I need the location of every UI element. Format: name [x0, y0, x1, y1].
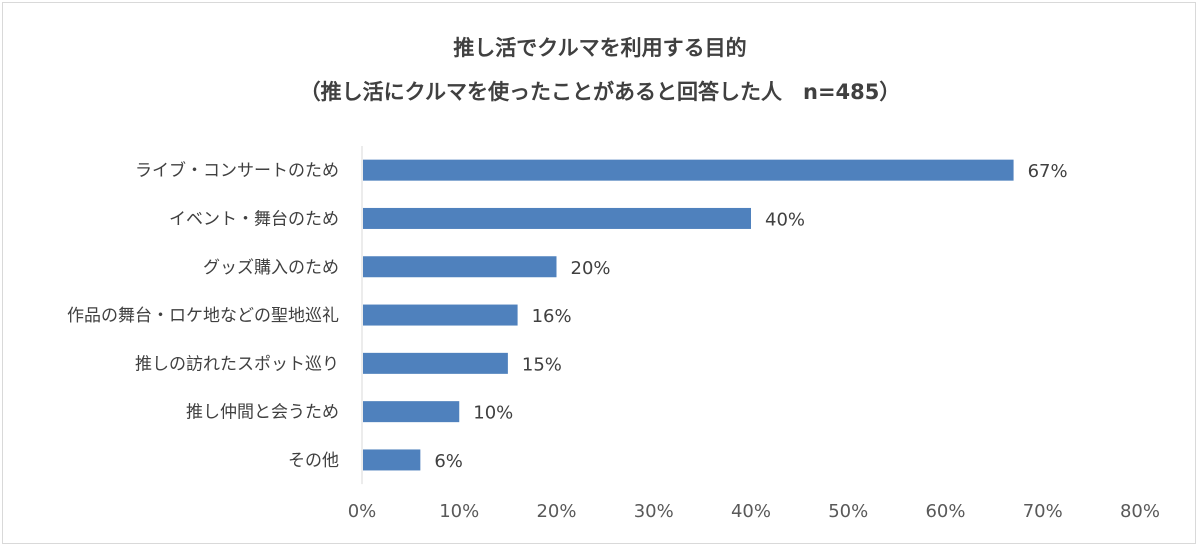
data-label: 6% — [434, 451, 463, 472]
bar-4 — [363, 304, 518, 326]
data-label: 10% — [473, 403, 513, 424]
x-tick-label: 50% — [828, 501, 868, 522]
chart-title: 推し活でクルマを利用する目的 — [453, 36, 747, 60]
category-label: 推しの訪れたスポット巡り — [135, 354, 339, 374]
bar-6 — [363, 401, 460, 423]
category-label: グッズ購入のため — [203, 258, 339, 278]
chart-subtitle: （推し活にクルマを使ったことがあると回答した人 n=485） — [299, 80, 901, 104]
category-label: その他 — [288, 451, 339, 471]
bar-7 — [363, 449, 421, 471]
category-label: 作品の舞台・ロケ地などの聖地巡礼 — [67, 306, 339, 326]
data-label: 20% — [571, 258, 611, 279]
x-tick-label: 60% — [925, 501, 965, 522]
category-label: ライブ・コンサートのため — [135, 160, 339, 181]
bar-3 — [363, 256, 557, 278]
data-label: 67% — [1028, 161, 1068, 182]
x-tick-label: 30% — [634, 501, 674, 522]
x-tick-label: 20% — [536, 501, 576, 522]
data-label: 40% — [765, 209, 805, 230]
x-tick-label: 0% — [348, 501, 377, 522]
category-label: 推し仲間と会うため — [186, 403, 339, 423]
bar-2 — [363, 207, 751, 229]
category-label: イベント・舞台のため — [169, 209, 339, 229]
bar-1 — [363, 159, 1014, 181]
x-tick-label: 80% — [1120, 501, 1160, 522]
bar-5 — [363, 352, 508, 374]
x-tick-label: 40% — [731, 501, 771, 522]
x-tick-label: 10% — [439, 501, 479, 522]
data-label: 16% — [532, 306, 572, 327]
x-tick-label: 70% — [1023, 501, 1063, 522]
data-label: 15% — [522, 354, 562, 375]
